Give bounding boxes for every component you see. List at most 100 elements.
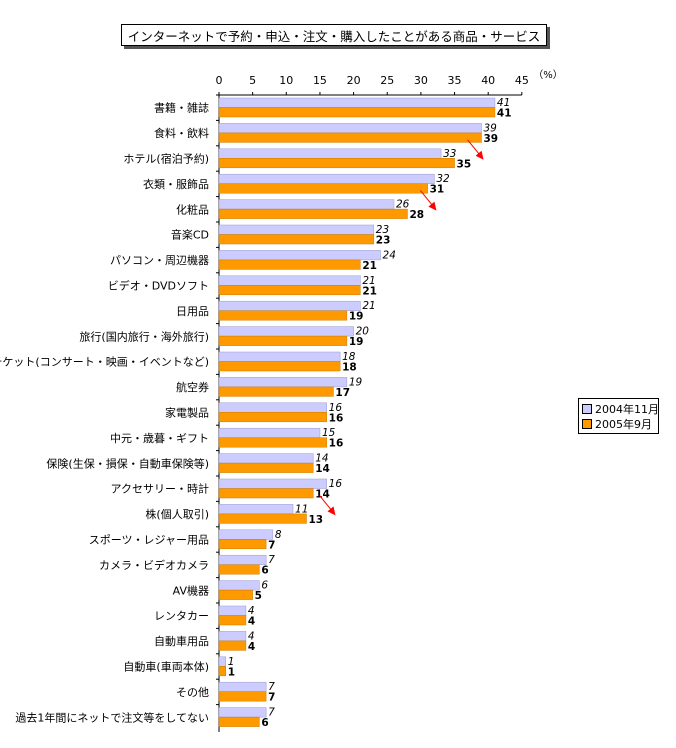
data-label-2004: 7 — [268, 681, 275, 693]
data-label-2004: 11 — [295, 503, 308, 515]
data-label-2005: 21 — [362, 285, 377, 297]
bar-2004 — [218, 427, 321, 438]
x-tick-label: 10 — [279, 74, 293, 87]
x-tick-label: 0 — [216, 74, 223, 87]
legend-swatch-2004 — [582, 403, 592, 414]
data-label-2004: 16 — [329, 402, 343, 414]
category-label: 自動車用品 — [154, 634, 209, 648]
bar-2005 — [218, 183, 428, 194]
data-label-2005: 14 — [315, 463, 330, 475]
legend-item-2004: 2004年11月 — [582, 401, 659, 416]
data-label-2005: 14 — [315, 489, 330, 501]
bar-2004 — [218, 504, 294, 515]
bar-2005 — [218, 208, 408, 219]
data-label-2005: 1 — [228, 666, 235, 678]
data-label-2005: 19 — [349, 311, 364, 323]
data-label-2005: 6 — [261, 565, 268, 577]
bar-2005 — [218, 716, 260, 727]
category-label: 自動車(車両本体) — [123, 660, 209, 674]
category-label: ビデオ・DVDソフト — [108, 279, 209, 293]
category-label: 興行チケット(コンサート・映画・イベントなど) — [0, 356, 209, 369]
bar-2004 — [218, 478, 327, 489]
bar-2004 — [218, 97, 496, 108]
data-label-2004: 23 — [376, 224, 389, 236]
data-label-2005: 5 — [255, 590, 262, 602]
bar-2004 — [218, 326, 354, 337]
unit-label: （%） — [533, 69, 563, 81]
bar-2004 — [218, 123, 482, 134]
bar-2005 — [218, 437, 327, 448]
bar-2004 — [218, 580, 260, 591]
red-arrow-up-icon — [327, 506, 336, 516]
x-tick-label: 40 — [481, 74, 495, 87]
bar-2005 — [218, 310, 348, 321]
red-arrow-up-icon — [428, 201, 437, 211]
category-label: その他 — [176, 686, 209, 699]
category-label: 音楽CD — [171, 228, 209, 242]
bar-2004 — [218, 453, 314, 464]
bar-2005 — [218, 158, 455, 169]
bar-2005 — [218, 589, 253, 600]
category-label: AV機器 — [173, 583, 209, 597]
data-label-2005: 16 — [329, 412, 344, 424]
bar-2004 — [218, 199, 395, 210]
legend: 2004年11月 2005年9月 — [578, 398, 659, 434]
data-label-2005: 7 — [268, 539, 275, 551]
bar-2004 — [218, 300, 361, 311]
x-tick-label: 30 — [414, 74, 428, 87]
bar-2005 — [218, 361, 341, 372]
bar-2005 — [218, 107, 496, 118]
x-tick-label: 25 — [380, 74, 394, 87]
category-label: 旅行(国内旅行・海外旅行) — [79, 329, 209, 343]
bar-2005 — [218, 412, 327, 423]
category-label: ホテル(宿泊予約) — [123, 152, 209, 166]
x-tick-label: 35 — [448, 74, 462, 87]
data-label-2004: 21 — [362, 275, 375, 287]
legend-swatch-2005 — [582, 418, 592, 429]
bar-2005 — [218, 259, 361, 270]
arrow-shaft — [467, 139, 481, 157]
category-label: 食料・飲料 — [154, 126, 209, 140]
bar-2005 — [218, 462, 314, 473]
category-label: 家電製品 — [165, 406, 209, 420]
bar-2005 — [218, 285, 361, 296]
bar-2004 — [218, 224, 375, 235]
data-label-2005: 19 — [349, 336, 364, 348]
data-label-2004: 8 — [275, 529, 282, 541]
bar-2004 — [218, 275, 361, 286]
data-label-2005: 17 — [335, 387, 350, 399]
data-label-2005: 23 — [376, 235, 391, 247]
bar-2004 — [218, 529, 274, 540]
category-label: 中元・歳暮・ギフト — [110, 431, 209, 445]
bar-2005 — [218, 564, 260, 575]
data-label-2004: 24 — [383, 249, 396, 261]
data-label-2005: 21 — [362, 260, 377, 272]
data-label-2004: 16 — [329, 478, 343, 490]
red-arrow-up-icon — [475, 150, 484, 160]
bar-2005 — [218, 386, 334, 397]
data-label-2004: 32 — [436, 173, 450, 185]
bar-2004 — [218, 707, 267, 718]
category-label: 過去1年間にネットで注文等をしてない — [15, 710, 209, 724]
x-tick-label: 45 — [515, 74, 529, 87]
category-label: 航空券 — [176, 380, 209, 394]
bar-2004 — [218, 554, 267, 565]
category-label: カメラ・ビデオカメラ — [99, 558, 209, 572]
bar-2005 — [218, 488, 314, 499]
data-label-2004: 14 — [315, 453, 328, 465]
data-label-2004: 1 — [228, 656, 235, 668]
data-label-2004: 6 — [261, 580, 268, 592]
x-tick-label: 5 — [249, 74, 256, 87]
data-label-2004: 4 — [248, 605, 255, 617]
data-label-2005: 4 — [248, 641, 255, 653]
bar-2004 — [218, 605, 247, 616]
bar-2005 — [218, 335, 348, 346]
data-label-2004: 19 — [349, 376, 363, 388]
category-label: スポーツ・レジャー用品 — [89, 534, 209, 547]
chart-title: インターネットで予約・申込・注文・購入したことがある商品・サービス — [121, 24, 547, 46]
arrow-shaft — [420, 190, 434, 207]
category-label: パソコン・周辺機器 — [110, 253, 209, 267]
data-label-2005: 13 — [308, 514, 323, 526]
data-label-2005: 35 — [457, 158, 472, 170]
